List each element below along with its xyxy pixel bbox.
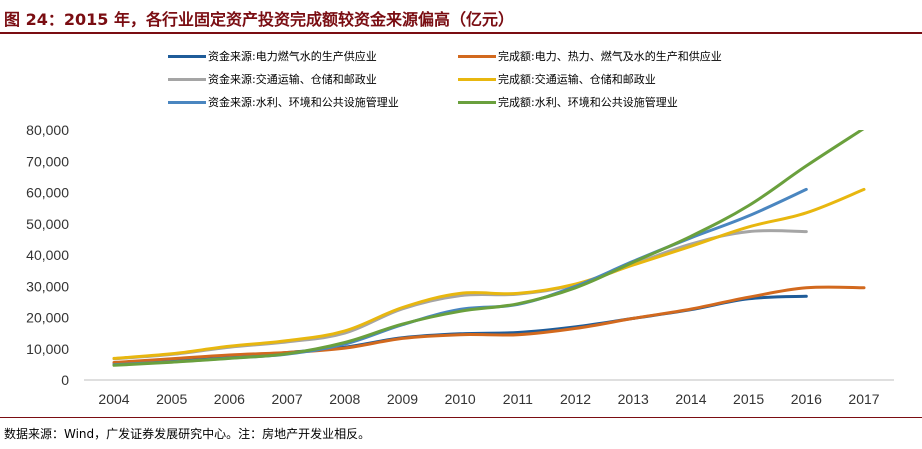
x-tick-label: 2015 (733, 391, 764, 407)
x-tick-label: 2017 (848, 391, 879, 407)
series-line (112, 187, 866, 360)
legend-label: 完成额:交通运输、仓储和邮政业 (498, 73, 656, 86)
x-tick-label: 2006 (214, 391, 245, 407)
legend-label: 资金来源:电力燃气水的生产供应业 (208, 50, 377, 63)
legend-label: 完成额:水利、环境和公共设施管理业 (498, 96, 678, 109)
legend-swatch (458, 77, 496, 81)
legend-item: 完成额:水利、环境和公共设施管理业 (458, 94, 678, 110)
x-tick-label: 2009 (387, 391, 418, 407)
legend: 资金来源:电力燃气水的生产供应业 完成额:电力、热力、燃气及水的生产和供应业 资… (0, 0, 922, 120)
y-tick-label: 30,000 (26, 278, 69, 294)
legend-label: 资金来源:水利、环境和公共设施管理业 (208, 96, 399, 109)
source-note: 数据来源：Wind，广发证券发展研究中心。注：房地产开发业相反。 (4, 427, 371, 441)
y-axis: 0 10,000 20,000 30,000 40,000 50,000 60,000 70,… (26, 122, 69, 388)
title-bar: 图 24：2015 年，各行业固定资产投资完成额较资金来源偏高（亿元） (0, 0, 922, 34)
y-tick-label: 70,000 (26, 153, 69, 169)
series-line (112, 285, 866, 364)
y-tick-label: 50,000 (26, 216, 69, 232)
x-tick-label: 2014 (675, 391, 706, 407)
legend-item: 资金来源:电力燃气水的生产供应业 (168, 48, 377, 64)
x-tick-label: 2016 (791, 391, 822, 407)
legend-label: 资金来源:交通运输、仓储和邮政业 (208, 73, 377, 86)
y-tick-label: 20,000 (26, 310, 69, 326)
y-tick-label: 60,000 (26, 185, 69, 201)
x-tick-label: 2007 (271, 391, 302, 407)
legend-item: 完成额:交通运输、仓储和邮政业 (458, 71, 656, 87)
x-tick-label: 2011 (503, 391, 533, 407)
x-tick-label: 2013 (618, 391, 649, 407)
x-tick-label: 2010 (445, 391, 476, 407)
legend-swatch (168, 54, 206, 58)
series-line (112, 130, 865, 367)
legend-swatch (458, 100, 496, 104)
legend-item: 完成额:电力、热力、燃气及水的生产和供应业 (458, 48, 722, 64)
bottom-rule (0, 417, 922, 418)
legend-label: 完成额:电力、热力、燃气及水的生产和供应业 (498, 50, 722, 63)
legend-item: 资金来源:交通运输、仓储和邮政业 (168, 71, 377, 87)
y-tick-label: 10,000 (26, 341, 69, 357)
x-tick-label: 2005 (156, 391, 187, 407)
legend-swatch (168, 77, 206, 81)
x-tick-label: 2008 (329, 391, 360, 407)
y-tick-label: 0 (61, 372, 69, 388)
chart-title: 图 24：2015 年，各行业固定资产投资完成额较资金来源偏高（亿元） (4, 10, 514, 29)
x-axis: 2004 2005 2006 2007 2008 2009 2010 2011 2012 2013… (98, 391, 879, 407)
chart-area: 0 10,000 20,000 30,000 40,000 50,000 60,000 70,… (26, 122, 894, 407)
legend-swatch (458, 54, 496, 58)
x-tick-label: 2012 (560, 391, 591, 407)
series-group (112, 130, 866, 367)
x-tick-label: 2004 (98, 391, 129, 407)
legend-item: 资金来源:水利、环境和公共设施管理业 (168, 94, 399, 110)
legend-swatch (168, 100, 206, 104)
y-tick-label: 40,000 (26, 247, 69, 263)
y-tick-label: 80,000 (26, 122, 69, 138)
series-line (112, 187, 808, 367)
